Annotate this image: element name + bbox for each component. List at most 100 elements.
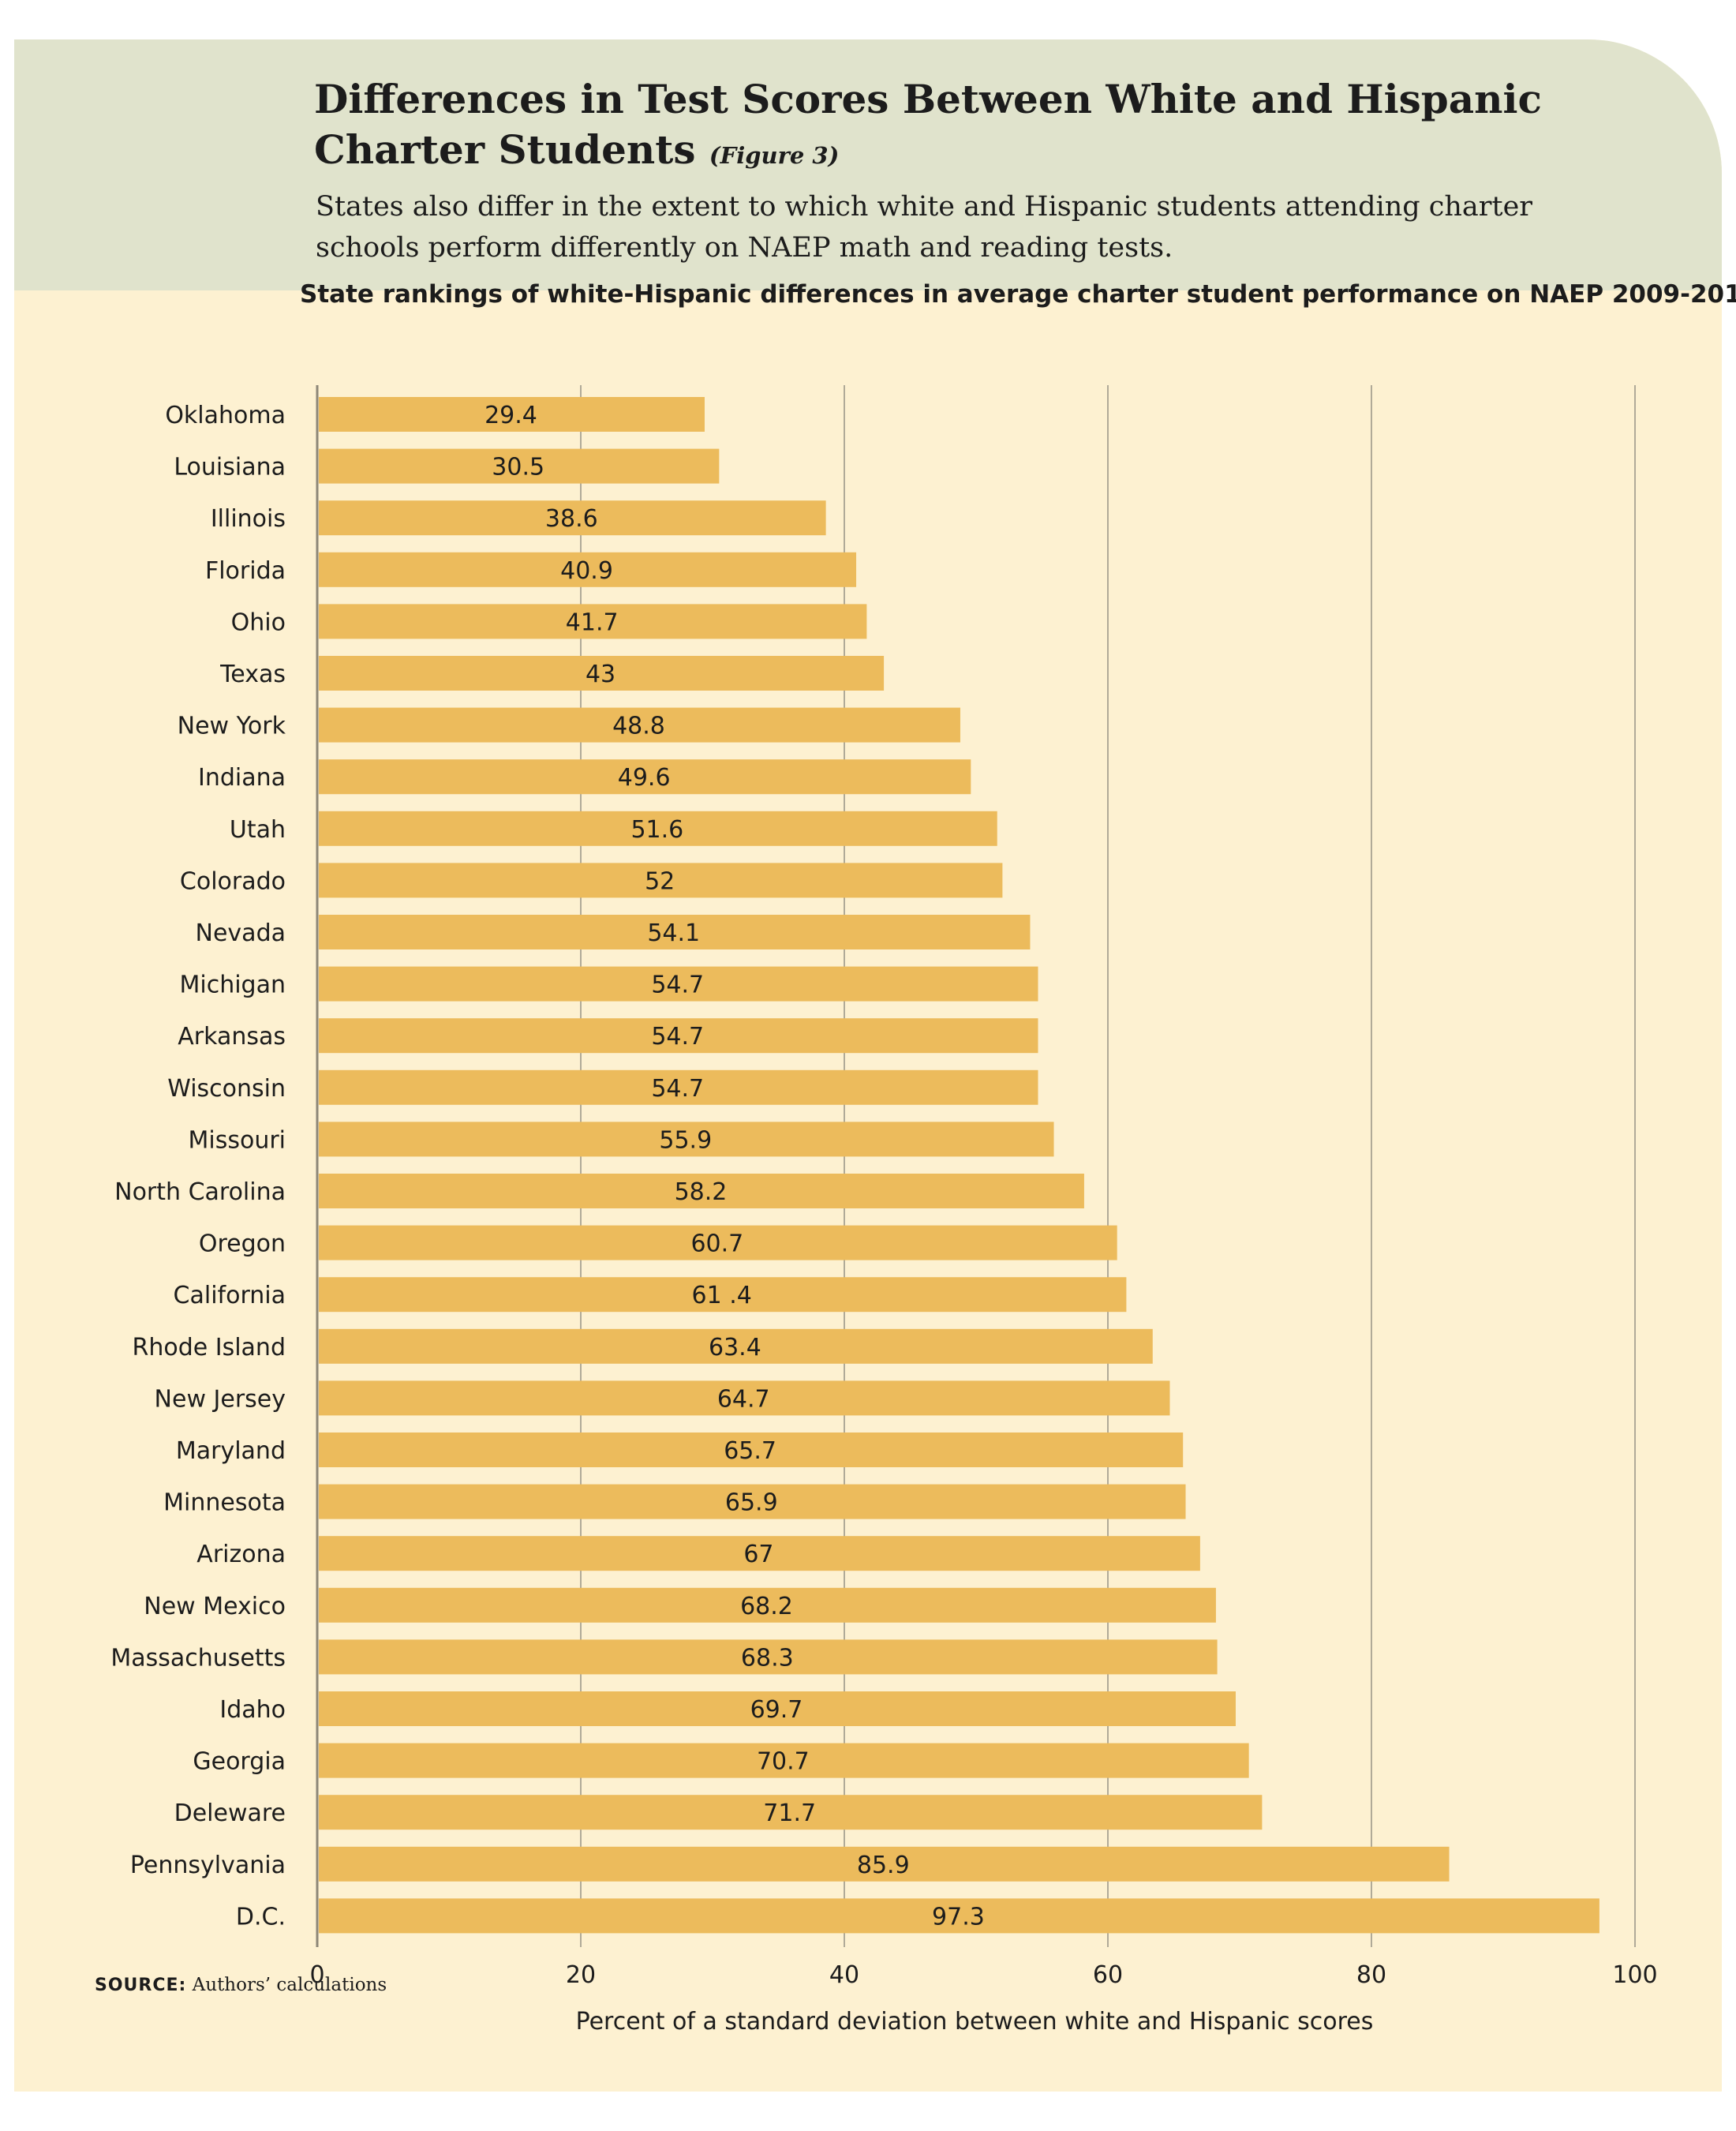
bar [319, 1484, 1186, 1519]
data-label: 41.7 [566, 609, 619, 636]
category-label: Colorado [180, 867, 286, 895]
bar [319, 1328, 1153, 1364]
category-label: Missouri [188, 1126, 286, 1154]
x-tick-label: 100 [1612, 1961, 1657, 1989]
category-label: Ohio [231, 609, 286, 636]
data-label: 85.9 [857, 1852, 910, 1879]
figure-subtitle: States also differ in the extent to whic… [316, 191, 1533, 264]
title-text: Differences in Test Scores Between White… [314, 76, 1542, 173]
category-label: Florida [205, 557, 286, 585]
category-label: New Jersey [155, 1385, 286, 1413]
x-tick-label: 60 [1093, 1961, 1123, 1989]
bar [319, 1225, 1117, 1260]
data-label: 65.7 [724, 1437, 776, 1465]
data-label: 67 [743, 1541, 773, 1568]
data-label: 30.5 [492, 454, 544, 481]
labels: 0 20 40 60 80 100 Oklahoma 29.4 Louisiana 30.5 Ill… [110, 402, 1657, 1989]
bar [319, 448, 720, 484]
category-label: Rhode Island [132, 1334, 286, 1361]
category-label: Indiana [198, 764, 286, 792]
bar [319, 1380, 1170, 1416]
data-label: 65.9 [725, 1489, 778, 1517]
bar [319, 1018, 1038, 1054]
data-label: 97.3 [932, 1903, 985, 1931]
category-label: D.C. [236, 1903, 286, 1931]
x-axis-title: Percent of a standard deviation between … [576, 2008, 1374, 2035]
data-label: 51.6 [630, 816, 683, 844]
category-label: North Carolina [114, 1178, 286, 1206]
bar [319, 1069, 1038, 1105]
data-label: 60.7 [690, 1230, 743, 1258]
data-label: 64.7 [717, 1385, 770, 1413]
category-label: Maryland [176, 1437, 286, 1465]
gridlines [316, 385, 1636, 1947]
bar [319, 1846, 1450, 1882]
bar [319, 811, 997, 846]
bars [319, 397, 1599, 1934]
bar [319, 1743, 1249, 1778]
bar [319, 1536, 1200, 1571]
source-note: SOURCE: Authors’ calculations [95, 1975, 387, 1995]
category-label: Oklahoma [165, 402, 286, 429]
bar [319, 707, 960, 743]
data-label: 63.4 [709, 1334, 761, 1361]
data-label: 68.3 [741, 1644, 794, 1672]
category-label: Arizona [196, 1541, 286, 1568]
bar [319, 1898, 1599, 1934]
category-label: Idaho [219, 1696, 286, 1724]
x-tick-label: 40 [829, 1961, 859, 1989]
category-label: New York [178, 713, 286, 740]
bar [319, 1122, 1054, 1157]
category-label: Pennsylvania [130, 1852, 286, 1879]
bar [319, 656, 885, 691]
figure-label: (Figure 3) [709, 142, 840, 169]
bar [319, 966, 1038, 1002]
category-label: Wisconsin [167, 1075, 286, 1103]
bar [319, 1174, 1084, 1208]
category-label: California [174, 1282, 286, 1309]
data-label: 69.7 [750, 1696, 803, 1724]
data-label: 54.7 [651, 1075, 704, 1103]
bar [319, 1433, 1184, 1467]
category-label: Texas [219, 661, 286, 688]
category-label: Louisiana [174, 454, 286, 481]
data-label: 58.2 [675, 1178, 728, 1206]
bar [319, 863, 1003, 898]
category-label: Utah [230, 816, 286, 844]
bar [319, 552, 857, 587]
bar [319, 604, 867, 639]
x-tick-label: 80 [1356, 1961, 1386, 1989]
chart-title: State rankings of white-Hispanic differe… [300, 280, 1736, 309]
category-label: Michigan [179, 972, 286, 999]
data-label: 54.1 [647, 919, 700, 947]
data-label: 40.9 [560, 557, 613, 585]
category-label: Illinois [211, 505, 286, 533]
category-label: Nevada [196, 919, 286, 947]
bar [319, 1587, 1216, 1623]
source-label: SOURCE: [95, 1976, 187, 1995]
data-label: 71.7 [763, 1800, 816, 1827]
data-label: 68.2 [740, 1593, 793, 1620]
bar [319, 759, 971, 795]
data-label: 54.7 [651, 972, 704, 999]
figure-title: Differences in Test Scores Between White… [314, 74, 1656, 181]
bar [319, 1277, 1127, 1313]
category-label: Massachusetts [110, 1644, 286, 1672]
category-label: Minnesota [163, 1489, 286, 1517]
data-label: 52 [645, 867, 675, 895]
category-label: Arkansas [178, 1023, 286, 1051]
data-label: 43 [586, 661, 615, 688]
category-label: Deleware [174, 1800, 286, 1827]
x-tick-label: 0 [309, 1961, 324, 1989]
data-label: 29.4 [485, 402, 537, 429]
data-label: 49.6 [618, 764, 671, 792]
category-label: Georgia [193, 1748, 286, 1776]
data-label: 70.7 [757, 1748, 810, 1776]
data-label: 54.7 [651, 1023, 704, 1051]
data-label: 38.6 [545, 505, 598, 533]
bar [319, 397, 705, 432]
x-tick-label: 20 [566, 1961, 596, 1989]
data-label: 55.9 [659, 1126, 712, 1154]
data-label: 48.8 [612, 713, 665, 740]
